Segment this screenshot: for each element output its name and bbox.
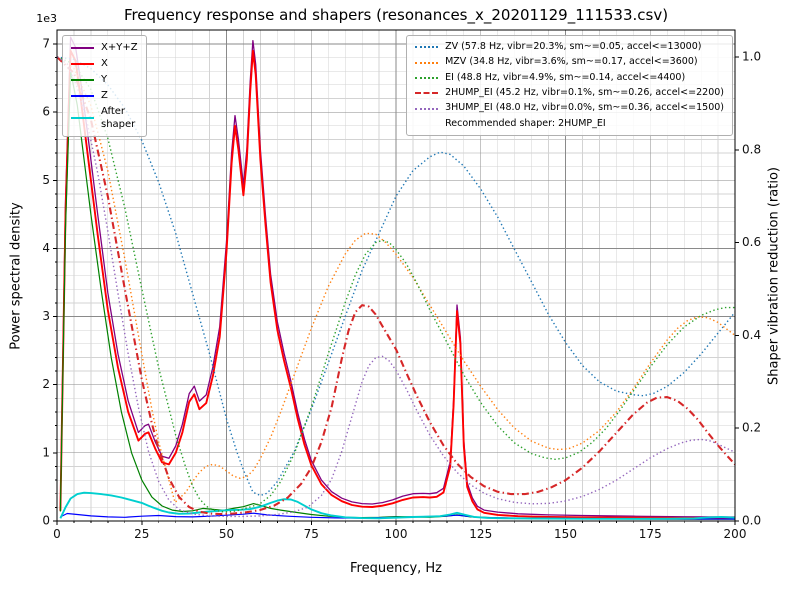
x-tick-label: 25 <box>134 527 149 541</box>
y-axis-offset-text: 1e3 <box>36 12 57 25</box>
legend-line-sample <box>415 46 439 49</box>
series-mzv-line <box>56 56 736 504</box>
legend-line-sample <box>71 78 94 81</box>
x-tick-label: 125 <box>469 527 492 541</box>
legend-item-x-y-z: X+Y+Z <box>71 41 138 54</box>
y-left-tick-label: 0 <box>42 514 50 528</box>
legend-item-label: Recommended shaper: 2HUMP_EI <box>445 117 606 129</box>
x-axis-label: Frequency, Hz <box>349 561 443 576</box>
legend-item-label: X <box>101 58 108 69</box>
legend-line-sample <box>415 92 439 95</box>
legend-item-label: X+Y+Z <box>101 42 138 53</box>
legend-item-x: X <box>71 57 138 70</box>
x-tick-label: 175 <box>639 527 662 541</box>
legend-item-label: Z <box>101 90 108 101</box>
legend-item-z: Z <box>71 89 138 102</box>
tick-labels: 0 25 50 75 100 125 150 175 200 0 1 2 3 4 5 6 7 0.0 0.2 0.4 0… <box>42 37 761 541</box>
y-right-tick-label: 0.6 <box>742 235 761 249</box>
x-tick-label: 0 <box>53 527 61 541</box>
y-right-tick-label: 0.2 <box>742 421 761 435</box>
legend-item-label: EI (48.8 Hz, vibr=4.9%, sm~=0.14, accel<… <box>445 71 686 83</box>
legend-item-3hump-ei: 3HUMP_EI (48.0 Hz, vibr=0.0%, sm~=0.36, … <box>415 102 724 114</box>
y-right-tick-label: 1.0 <box>742 50 761 64</box>
legend-item-y: Y <box>71 73 138 86</box>
x-tick-label: 50 <box>219 527 234 541</box>
legend-line-sample <box>71 117 94 119</box>
axis-ticks <box>53 43 739 525</box>
y-left-tick-label: 6 <box>42 105 50 119</box>
y-right-tick-label: 0.8 <box>742 142 761 156</box>
legend-item-label: Y <box>101 74 108 85</box>
x-tick-label: 75 <box>304 527 319 541</box>
legend-psd: X+Y+Z X Y Z After shaper <box>62 35 147 137</box>
series-ei-line <box>56 56 735 513</box>
x-tick-label: 150 <box>554 527 577 541</box>
x-tick-label: 100 <box>385 527 408 541</box>
y-left-tick-label: 3 <box>42 309 50 323</box>
legend-item-label: ZV (57.8 Hz, vibr=20.3%, sm~=0.05, accel… <box>445 41 702 52</box>
legend-item-after-shaper: After shaper <box>71 105 138 131</box>
chart-title: Frequency response and shapers (resonanc… <box>123 6 669 24</box>
legend-line-sample <box>415 61 439 64</box>
series-3hump-ei-line <box>56 56 736 518</box>
legend-item-label: 3HUMP_EI (48.0 Hz, vibr=0.0%, sm~=0.36, … <box>445 102 724 114</box>
shaper-series <box>56 56 736 518</box>
legend-item-ei: EI (48.8 Hz, vibr=4.9%, sm~=0.14, accel<… <box>415 72 724 84</box>
series-2hump-ei-line <box>56 56 736 516</box>
y-left-tick-label: 7 <box>42 37 50 51</box>
y-left-tick-label: 2 <box>42 377 50 391</box>
legend-line-sample <box>415 107 439 110</box>
legend-line-sample <box>71 46 94 49</box>
y-axis-label-left: Power spectral density <box>8 202 24 350</box>
legend-item-zv: ZV (57.8 Hz, vibr=20.3%, sm~=0.05, accel… <box>415 41 724 53</box>
legend-item-label: 2HUMP_EI (45.2 Hz, vibr=0.1%, sm~=0.26, … <box>445 87 724 99</box>
y-left-tick-label: 4 <box>42 241 50 255</box>
legend-shapers: ZV (57.8 Hz, vibr=20.3%, sm~=0.05, accel… <box>406 35 733 137</box>
x-tick-label: 200 <box>724 527 747 541</box>
y-right-tick-label: 0.0 <box>742 514 761 528</box>
y-left-tick-label: 5 <box>42 173 50 187</box>
y-right-tick-label: 0.4 <box>742 328 761 342</box>
psd-series <box>59 36 736 520</box>
legend-line-sample <box>71 62 94 65</box>
legend-item-label: After shaper <box>101 106 136 130</box>
y-axis-label-right: Shaper vibration reduction (ratio) <box>766 167 782 385</box>
y-left-tick-label: 1 <box>42 445 50 459</box>
series-y-line <box>59 70 736 520</box>
series-x-line <box>59 49 736 520</box>
legend-line-sample <box>415 76 439 79</box>
series-after-shaper-line <box>59 491 736 520</box>
legend-line-sample <box>71 94 94 97</box>
legend-note-recommended-shaper: Recommended shaper: 2HUMP_EI <box>415 118 724 130</box>
legend-item-mzv: MZV (34.8 Hz, vibr=3.6%, sm~=0.17, accel… <box>415 56 724 68</box>
legend-item-2hump-ei: 2HUMP_EI (45.2 Hz, vibr=0.1%, sm~=0.26, … <box>415 87 724 99</box>
legend-item-label: MZV (34.8 Hz, vibr=3.6%, sm~=0.17, accel… <box>445 56 698 68</box>
